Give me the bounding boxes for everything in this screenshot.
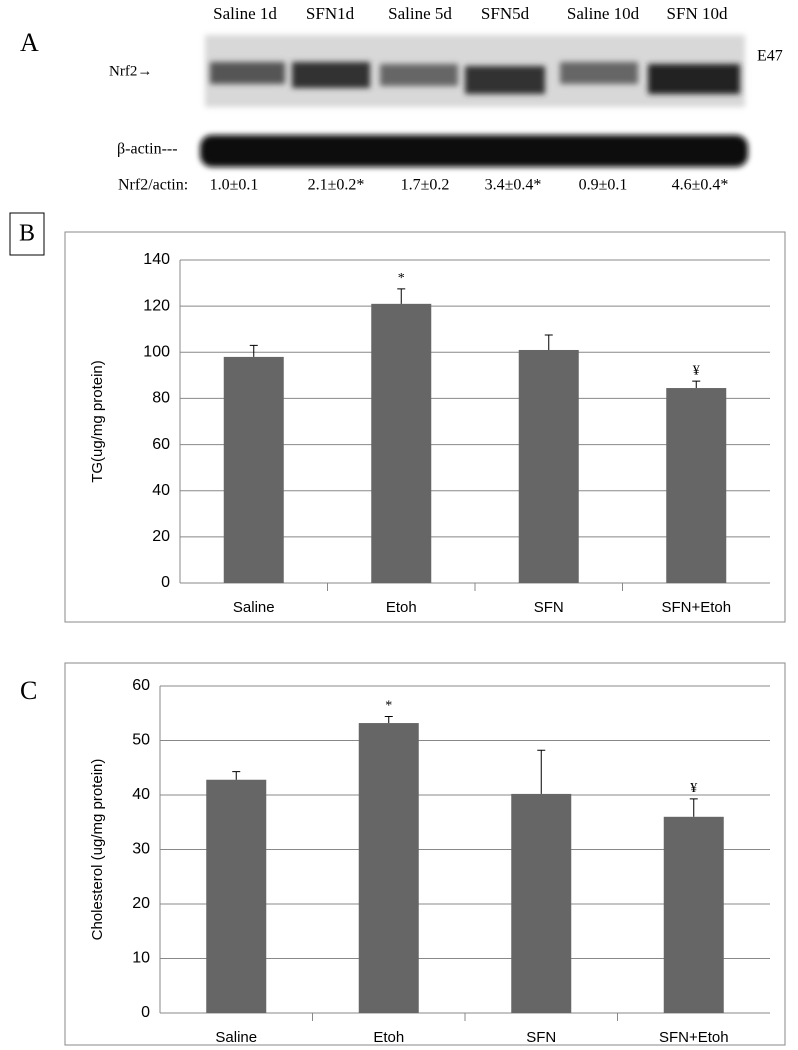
y-tick-label: 30 [132,841,150,858]
y-tick-label: 80 [152,390,170,407]
error-bar [537,749,546,794]
error-bar [689,798,698,817]
bar [511,793,572,1013]
y-tick-label: 40 [152,482,170,499]
lane-label: Saline 10d [567,4,640,23]
ratio-value: 3.4±0.4* [485,177,542,194]
cell-label: E47 [757,48,783,65]
x-tick-label: Saline [215,1029,257,1046]
y-axis-label: Cholesterol (ug/mg protein) [89,759,106,941]
x-tick-label: SFN+Etoh [659,1029,729,1046]
loading-label: β-actin--- [117,141,178,158]
lane-label: SFN 10d [667,4,728,23]
annotation: * [398,271,405,286]
lane-label: Saline 5d [388,4,452,23]
bar [371,303,432,583]
y-tick-label: 100 [143,344,170,361]
y-axis-label: TG(ug/mg protein) [89,360,106,483]
panel-label: B [19,221,35,247]
band-label: Nrf2→ [109,63,152,79]
ratio-value: 4.6±0.4* [672,177,729,194]
bar [206,779,267,1013]
x-tick-label: SFN [534,599,564,616]
ratio-value: 0.9±0.1 [579,177,628,194]
ratio-value: 1.0±0.1 [210,177,259,194]
lane-label: Saline 1d [213,4,277,23]
lane-label: SFN1d [306,4,355,23]
bar [666,388,727,583]
y-tick-label: 0 [141,1004,150,1021]
error-bar [232,771,241,780]
panel-label: A [20,28,39,57]
y-tick-label: 20 [152,528,170,545]
y-tick-label: 50 [132,732,150,749]
nrf2-bands [210,62,740,94]
panel-label-box [9,212,45,256]
ratio-value: 1.7±0.2 [401,177,450,194]
x-tick-label: SFN+Etoh [661,599,731,616]
lane-label: SFN5d [481,4,530,23]
bar [663,816,724,1013]
y-tick-label: 60 [152,436,170,453]
annotation: * [385,699,392,714]
bar [358,723,419,1013]
error-bar [384,716,393,724]
error-bar [397,288,406,304]
annotation: ¥ [693,363,700,378]
y-tick-label: 10 [132,950,150,967]
y-tick-label: 120 [143,297,170,314]
panel-label: C [20,676,37,705]
x-tick-label: Etoh [373,1029,404,1046]
bar [518,349,579,583]
y-tick-label: 60 [132,677,150,694]
error-bar [692,380,701,389]
y-tick-label: 140 [143,251,170,268]
y-tick-label: 20 [132,895,150,912]
error-bar [249,344,258,357]
error-bar [544,334,553,350]
ratio-value: 2.1±0.2* [308,177,365,194]
y-tick-label: 40 [132,786,150,803]
x-tick-label: Saline [233,599,275,616]
x-tick-label: Etoh [386,599,417,616]
x-tick-label: SFN [526,1029,556,1046]
annotation: ¥ [690,781,697,796]
actin-band [200,135,748,167]
bar [223,356,284,583]
ratio-label: Nrf2/actin: [118,177,188,194]
y-tick-label: 0 [161,574,170,591]
